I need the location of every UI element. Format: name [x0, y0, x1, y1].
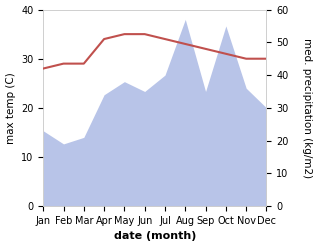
- Y-axis label: med. precipitation (kg/m2): med. precipitation (kg/m2): [302, 38, 313, 178]
- X-axis label: date (month): date (month): [114, 231, 196, 242]
- Y-axis label: max temp (C): max temp (C): [5, 72, 16, 144]
